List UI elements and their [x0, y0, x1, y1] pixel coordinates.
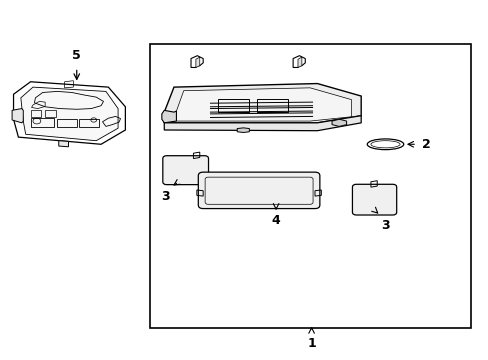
- Polygon shape: [21, 87, 118, 141]
- Text: 5: 5: [72, 49, 81, 62]
- Text: 1: 1: [306, 337, 315, 350]
- Bar: [149, 44, 469, 328]
- Polygon shape: [297, 57, 301, 67]
- Text: 4: 4: [271, 214, 280, 227]
- Polygon shape: [164, 112, 174, 123]
- Bar: [79, 119, 99, 127]
- Text: 2: 2: [421, 138, 430, 151]
- Bar: [57, 119, 77, 127]
- Bar: [256, 99, 287, 112]
- Polygon shape: [196, 57, 200, 67]
- FancyBboxPatch shape: [163, 156, 208, 185]
- Polygon shape: [12, 109, 23, 123]
- Text: 3: 3: [381, 219, 389, 231]
- Text: 3: 3: [161, 190, 170, 203]
- Polygon shape: [164, 116, 361, 131]
- FancyBboxPatch shape: [352, 184, 396, 215]
- Bar: [45, 111, 56, 117]
- Polygon shape: [237, 128, 249, 132]
- Bar: [30, 118, 54, 127]
- Polygon shape: [331, 119, 346, 126]
- Polygon shape: [162, 111, 176, 123]
- Polygon shape: [164, 84, 361, 123]
- Polygon shape: [59, 141, 68, 147]
- Polygon shape: [176, 88, 351, 121]
- Bar: [217, 99, 249, 112]
- Bar: [30, 111, 41, 117]
- FancyBboxPatch shape: [198, 172, 319, 208]
